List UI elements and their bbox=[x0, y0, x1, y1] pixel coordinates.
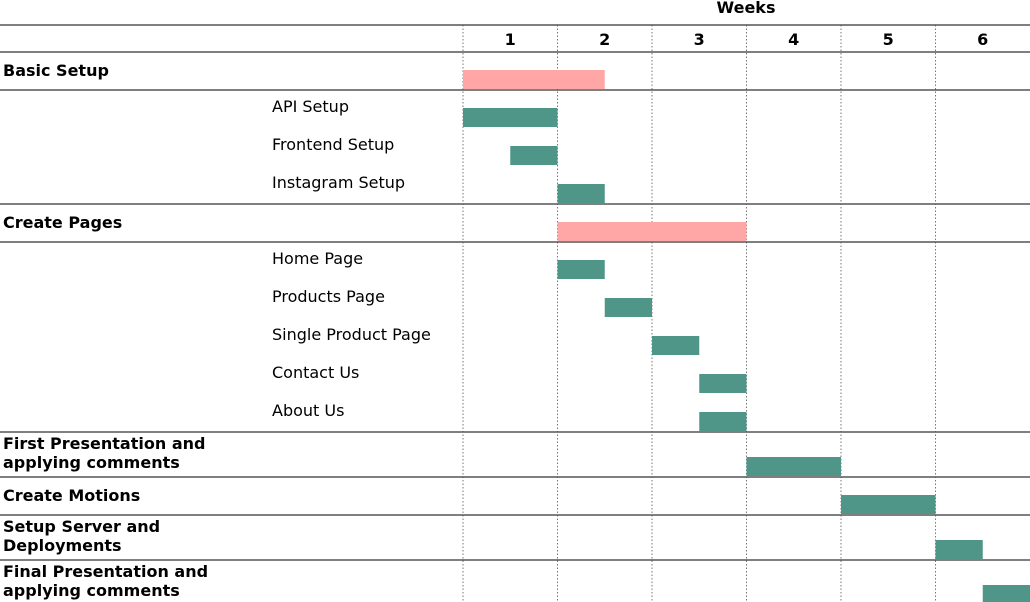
task-label: About Us bbox=[272, 401, 344, 420]
gantt-labels: Weeks 1 2 3 4 5 6 Basic Setup API Setup Frontend… bbox=[3, 0, 988, 600]
task-bar bbox=[557, 184, 605, 203]
task-label: Home Page bbox=[272, 249, 363, 268]
row-separators bbox=[0, 24, 1030, 561]
task-bar bbox=[699, 412, 747, 431]
group-label: Setup Server and bbox=[3, 517, 160, 536]
task-bar bbox=[604, 298, 652, 317]
task-bar bbox=[510, 146, 558, 165]
x-axis-title: Weeks bbox=[717, 0, 776, 17]
task-label: Frontend Setup bbox=[272, 135, 394, 154]
group-label: Final Presentation and bbox=[3, 562, 208, 581]
task-label: Products Page bbox=[272, 287, 385, 306]
phase-bar bbox=[557, 222, 747, 241]
task-bar bbox=[699, 374, 747, 393]
group-label: Create Pages bbox=[3, 213, 122, 232]
group-label: Basic Setup bbox=[3, 61, 109, 80]
week-label: 1 bbox=[505, 30, 516, 49]
week-label: 4 bbox=[788, 30, 799, 49]
task-bar bbox=[463, 108, 558, 127]
task-label: API Setup bbox=[272, 97, 349, 116]
group-label: Deployments bbox=[3, 536, 122, 555]
gantt-bars bbox=[463, 70, 1030, 602]
group-label: applying comments bbox=[3, 581, 180, 600]
group-label: First Presentation and bbox=[3, 434, 205, 453]
week-label: 6 bbox=[977, 30, 988, 49]
task-label: Contact Us bbox=[272, 363, 359, 382]
phase-bar bbox=[463, 70, 605, 89]
task-label: Instagram Setup bbox=[272, 173, 405, 192]
task-label: Single Product Page bbox=[272, 325, 431, 344]
phase-bar bbox=[935, 540, 983, 559]
group-label: applying comments bbox=[3, 453, 180, 472]
week-label: 2 bbox=[599, 30, 610, 49]
phase-bar bbox=[982, 585, 1030, 602]
week-label: 5 bbox=[883, 30, 894, 49]
group-label: Create Motions bbox=[3, 486, 140, 505]
phase-bar bbox=[746, 457, 841, 476]
task-bar bbox=[652, 336, 700, 355]
week-label: 3 bbox=[694, 30, 705, 49]
phase-bar bbox=[841, 495, 936, 514]
task-bar bbox=[557, 260, 605, 279]
